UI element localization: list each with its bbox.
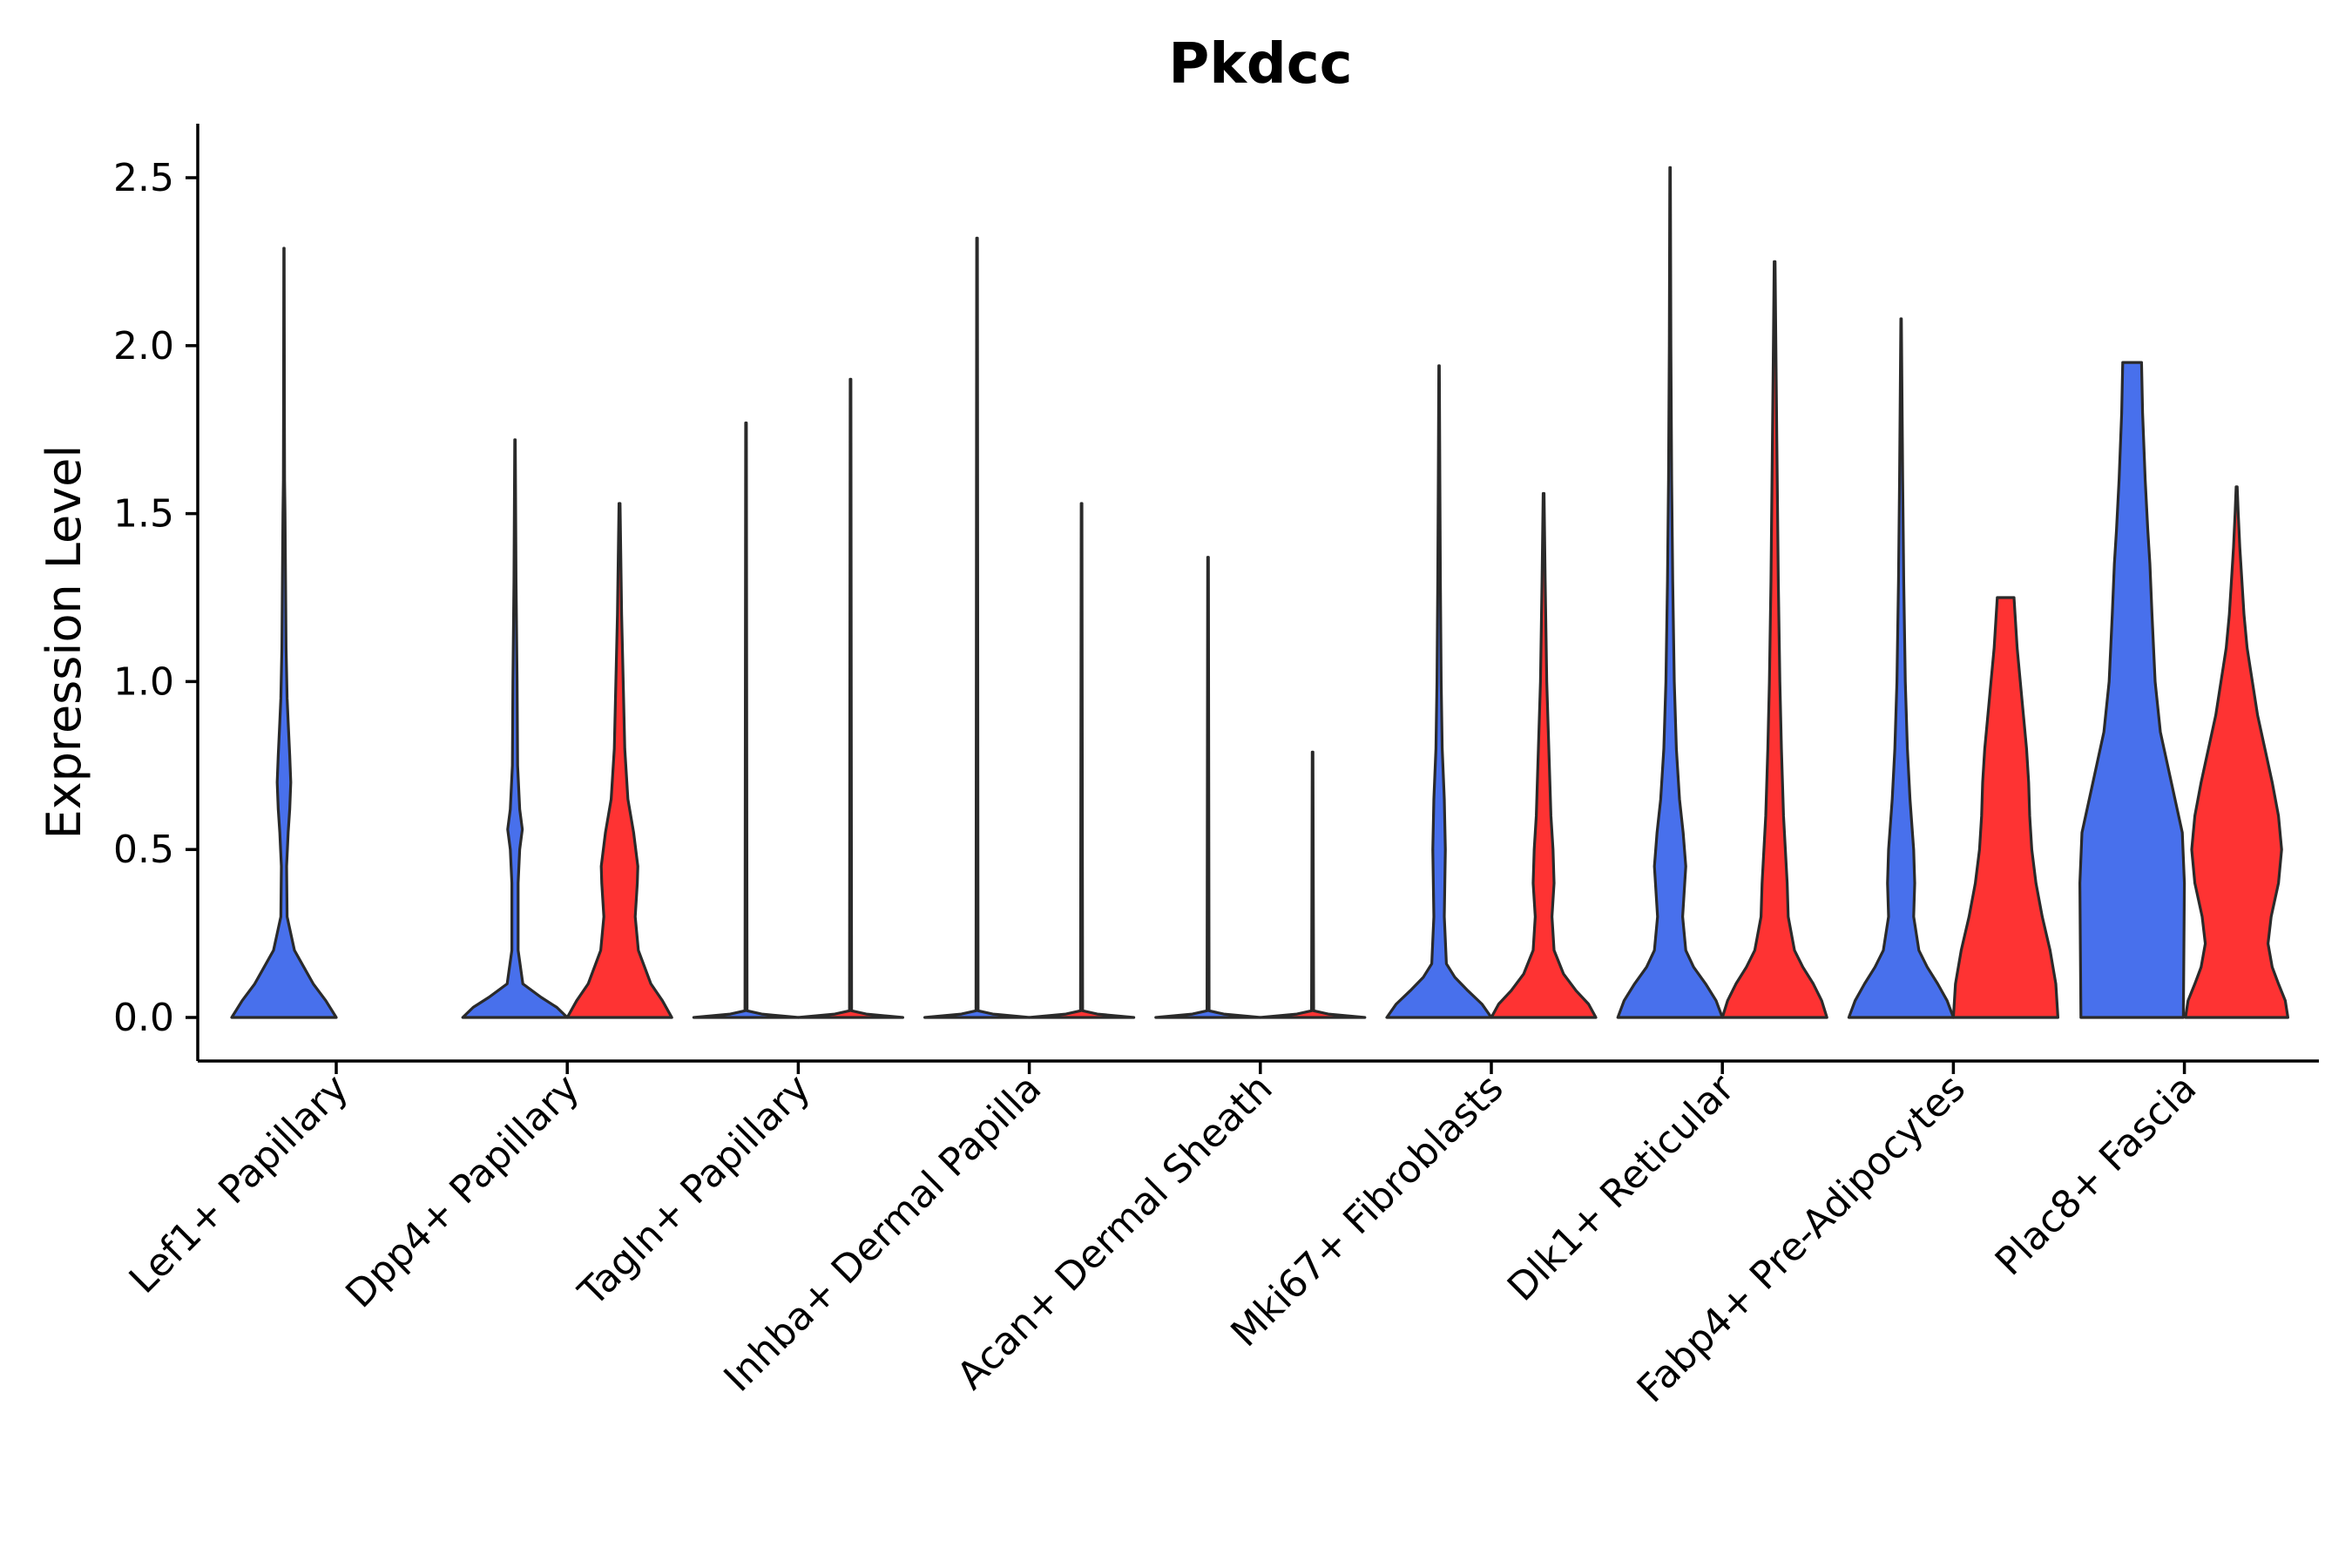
x-tick-label: Dpp4+ Papillary xyxy=(337,1066,588,1317)
violin-group_b-3 xyxy=(1028,502,1136,1019)
y-ticks-layer: 0.0 0.5 1.0 1.5 2.0 2.5 xyxy=(113,156,198,1040)
violin-group_a-0 xyxy=(230,247,338,1019)
x-tick-label: Lef1+ Papillary xyxy=(121,1066,357,1302)
x-tick-label: Dlk1+ Reticular xyxy=(1499,1065,1744,1310)
y-axis-label: Expression Level xyxy=(37,445,91,840)
violin-group_a-7 xyxy=(1847,317,1955,1019)
violin-group_a-6 xyxy=(1616,166,1724,1019)
violin-group_a-4 xyxy=(1154,556,1262,1019)
violin-group_b-6 xyxy=(1720,260,1828,1019)
x-tick-label: Tagln+ Papillary xyxy=(570,1066,819,1315)
violin-group_b-4 xyxy=(1259,750,1367,1019)
violin-group_b-8 xyxy=(2184,485,2289,1019)
y-tick-label: 2.5 xyxy=(113,156,174,200)
violin-group_a-3 xyxy=(923,236,1031,1019)
violin-group_a-2 xyxy=(692,421,800,1019)
violin-group_b-1 xyxy=(565,502,673,1019)
x-tick-label: Plac8+ Fascia xyxy=(1987,1066,2206,1285)
y-tick-label: 1.5 xyxy=(113,492,174,537)
violin-group_a-1 xyxy=(461,438,569,1019)
violin-group_b-7 xyxy=(1951,596,2059,1019)
violin-group_a-8 xyxy=(2078,361,2186,1019)
y-tick-label: 2.0 xyxy=(113,324,174,368)
chart-title: Pkdcc xyxy=(1168,32,1352,97)
y-tick-label: 0.0 xyxy=(113,996,174,1040)
y-tick-label: 1.0 xyxy=(113,659,174,704)
violins-layer xyxy=(230,166,2289,1019)
violin-group_a-5 xyxy=(1385,364,1493,1019)
y-tick-label: 0.5 xyxy=(113,828,174,872)
violin-group_b-5 xyxy=(1490,491,1598,1019)
axes-layer xyxy=(196,124,2319,1063)
violin-group_b-2 xyxy=(796,377,904,1019)
